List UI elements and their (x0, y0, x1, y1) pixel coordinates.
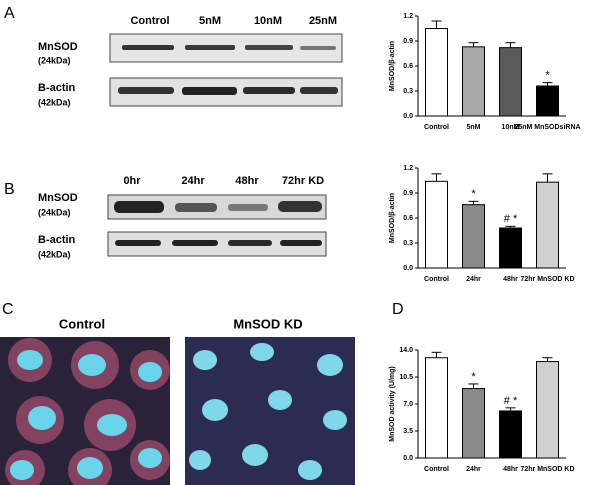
lane-label: 24hr (181, 175, 205, 187)
bar (425, 28, 448, 117)
bar (462, 204, 485, 269)
x-tick-label: 25nM MnSODsiRNA (514, 124, 580, 131)
x-tick-label: 72hr MnSOD KD (520, 466, 574, 473)
y-axis-label: MnSOD/β-actin (389, 41, 396, 91)
annotation: * (471, 371, 476, 383)
lane-label: 72hr KD (282, 175, 324, 187)
y-tick-label: 0.6 (403, 63, 413, 70)
blot-a: Control 5nM 10nM 25nM MnSOD (24kDa) B-ac… (38, 15, 343, 107)
panel-label: C (2, 301, 14, 318)
panel-label: D (392, 301, 404, 318)
y-tick-label: 0.6 (403, 215, 413, 222)
x-tick-label: Control (424, 124, 449, 131)
y-tick-label: 0.0 (403, 265, 413, 272)
row-size: (42kDa) (38, 249, 71, 259)
lane-label: 0hr (123, 175, 141, 187)
y-tick-label: 0.3 (403, 88, 413, 95)
y-tick-label: 0.9 (403, 38, 413, 45)
y-tick-label: 0.3 (403, 240, 413, 247)
bar (425, 357, 448, 459)
x-tick-label: Control (424, 276, 449, 283)
image-label: Control (59, 316, 105, 331)
lane-label: Control (130, 15, 169, 27)
image-label: MnSOD KD (233, 316, 302, 331)
annotation: * (471, 188, 476, 200)
annotation: * (545, 70, 550, 82)
bar (499, 410, 522, 459)
x-tick-label: 48hr (503, 276, 518, 283)
y-tick-label: 1.2 (403, 13, 413, 20)
y-tick-label: 0.0 (403, 455, 413, 462)
annotation: # * (504, 213, 518, 225)
y-tick-label: 10.5 (399, 374, 413, 381)
y-tick-label: 7.0 (403, 401, 413, 408)
row-size: (24kDa) (38, 207, 71, 217)
y-tick-label: 0.9 (403, 190, 413, 197)
y-axis-label: MnSOD/β-actin (389, 193, 396, 243)
annotation: # * (504, 395, 518, 407)
y-tick-label: 14.0 (399, 347, 413, 354)
x-tick-label: 5nM (467, 124, 481, 131)
x-tick-label: Control (424, 466, 449, 473)
row-size: (24kDa) (38, 55, 71, 65)
lane-label: 25nM (309, 15, 337, 27)
row-size: (42kDa) (38, 97, 71, 107)
row-label: B-actin (38, 82, 76, 94)
x-tick-label: 24hr (466, 466, 481, 473)
image-knockdown (185, 337, 355, 485)
row-label: MnSOD (38, 192, 78, 204)
x-tick-label: 24hr (466, 276, 481, 283)
bar (425, 180, 448, 269)
x-tick-label: 72hr MnSOD KD (520, 276, 574, 283)
lane-label: 10nM (254, 15, 282, 27)
x-tick-label: 10nM (502, 124, 520, 131)
lane-label: 48hr (235, 175, 259, 187)
blot-b: 0hr 24hr 48hr 72hr KD MnSOD (24kDa) B-ac… (38, 175, 327, 259)
bar (536, 85, 559, 117)
x-tick-label: 48hr (503, 466, 518, 473)
y-tick-label: 0.0 (403, 113, 413, 120)
lane-label: 5nM (199, 15, 221, 27)
image-control (0, 337, 170, 485)
y-tick-label: 3.5 (403, 428, 413, 435)
bar (462, 46, 485, 117)
bar (499, 227, 522, 269)
bar (462, 388, 485, 459)
row-label: B-actin (38, 234, 76, 246)
panel-label: A (4, 5, 15, 22)
row-label: MnSOD (38, 41, 78, 53)
bar (536, 181, 559, 269)
y-axis-label: MnSOD activity (U/mg) (389, 366, 396, 441)
y-tick-label: 1.2 (403, 165, 413, 172)
bar (499, 47, 522, 117)
panel-label: B (4, 181, 15, 198)
bar (536, 361, 559, 459)
